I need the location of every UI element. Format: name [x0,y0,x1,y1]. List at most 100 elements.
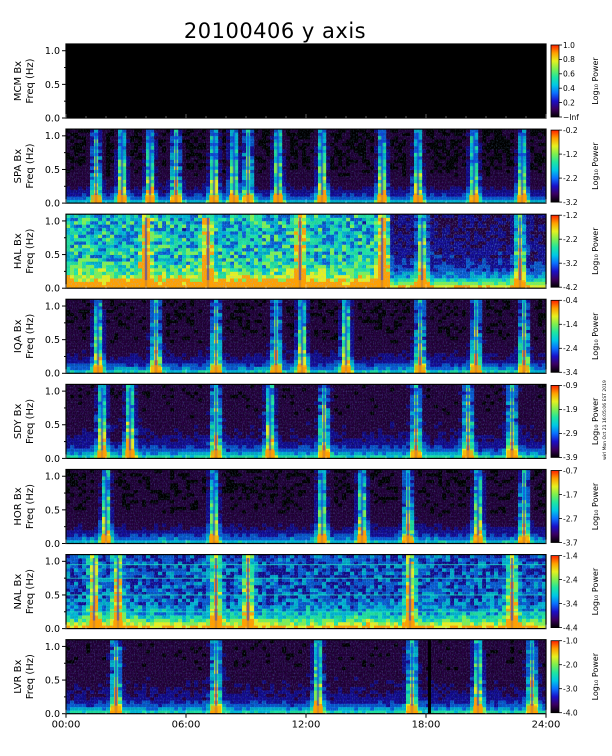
panel-hal: 0.0 0.5 1.0 HAL Bx Freq (Hz) -1.2 -2.2 -3.2 -4.2… [13,211,600,295]
y-tick-label: 1.0 [45,387,60,398]
colorbar-tick-label: -3.4 [563,368,578,377]
freq-axis-label: Freq (Hz) [25,143,36,188]
colorbar-tick-label: -4.4 [563,623,578,632]
panel-sdy: 0.0 0.5 1.0 SDY Bx Freq (Hz) -0.9 -1.9 -2.9 -3.9… [13,381,600,465]
colorbar [550,555,560,628]
colorbar-tick-label: -1.4 [563,320,578,329]
colorbar-tick-label: 0.2 [563,98,575,107]
station-label: NAL Bx [13,574,24,610]
y-tick-label: 0.0 [45,284,60,295]
station-label: SDY Bx [13,404,24,440]
station-label: HAL Bx [13,233,24,269]
colorbar-tick-label: -4.2 [563,283,578,292]
y-tick-label: 0.5 [45,590,60,601]
y-tick-label: 0.0 [45,539,60,550]
colorbar [550,299,560,373]
panel-iqa: 0.0 0.5 1.0 IQA Bx Freq (Hz) -0.4 -1.4 -2.4 -3.4… [13,296,600,380]
y-tick-label: 0.5 [45,420,60,431]
colorbar-tick-label: 0.6 [563,70,575,79]
colorbar-label: Log₁₀ Power [591,227,600,275]
x-tick-label: 12:00 [292,720,321,731]
colorbar-tick-label: -0.7 [563,466,578,475]
y-tick-label: 0.5 [45,80,60,91]
freq-axis-label: Freq (Hz) [25,569,36,614]
panel-lvr: 0.0 0.5 1.0 LVR Bx Freq (Hz) -1.0 -2.0 -3.0 -4.0… [13,637,600,721]
y-tick-label: 0.0 [45,369,60,380]
colorbar-tick-label: -1.4 [563,551,578,560]
freq-axis-label: Freq (Hz) [25,58,36,103]
colorbar-tick-label: -1.9 [563,405,578,414]
x-tick-label: 24:00 [532,720,561,731]
station-label: MCM Bx [13,61,24,101]
station-label: HOR Bx [13,487,24,525]
y-tick-label: 0.0 [45,199,60,210]
colorbar-tick-label: -2.4 [563,575,578,584]
colorbar-tick-label: -4.0 [563,709,578,718]
freq-axis-label: Freq (Hz) [25,314,36,359]
colorbar-tick-label: 1.0 [563,41,575,50]
colorbar [550,640,560,714]
colorbar-tick-label: -0.2 [563,126,578,135]
station-label: LVR Bx [13,660,24,694]
y-tick-label: 0.0 [45,624,60,635]
colorbar-tick-label: 0.4 [563,84,575,93]
x-axis: 00:00 06:00 12:00 18:00 24:00 [52,713,561,731]
colorbar-label: Log₁₀ Power [591,57,600,105]
colorbar-tick-label: −Inf [563,113,579,122]
station-label: SPA Bx [13,149,24,184]
colorbar-tick-label: -1.7 [563,490,578,499]
y-tick-label: 1.0 [45,642,60,653]
freq-axis-label: Freq (Hz) [25,484,36,529]
colorbar-tick-label: -3.2 [563,198,578,207]
timestamp-stamp: wirl Mon Oct 21 16:05:06 EST 2019 [602,380,608,460]
colorbar-tick-label: -3.0 [563,685,578,694]
panel-spa: 0.0 0.5 1.0 SPA Bx Freq (Hz) -0.2 -1.2 -2.2 -3.2… [13,126,600,210]
colorbar-label: Log₁₀ Power [591,397,600,445]
x-tick-label: 00:00 [52,720,81,731]
colorbar-tick-label: -0.9 [563,381,578,390]
colorbar-tick-label: -2.7 [563,514,578,523]
spectrogram-image [66,639,546,714]
freq-axis-label: Freq (Hz) [25,229,36,274]
y-tick-label: 0.0 [45,113,60,124]
freq-axis-label: Freq (Hz) [25,654,36,699]
colorbar-label: Log₁₀ Power [591,482,600,530]
colorbar-tick-label: -1.2 [563,150,578,159]
x-tick-label: 06:00 [172,720,201,731]
chart-title: 20100406 y axis [184,19,366,43]
spectrogram-image [66,214,546,289]
y-tick-label: 1.0 [45,557,60,568]
y-tick-label: 1.0 [45,472,60,483]
freq-axis-label: Freq (Hz) [25,399,36,444]
y-tick-label: 0.0 [45,709,60,720]
colorbar [550,129,560,203]
x-tick-label: 18:00 [412,720,441,731]
panel-hor: 0.0 0.5 1.0 HOR Bx Freq (Hz) -0.7 -1.7 -2.7 -3.7… [13,466,600,550]
colorbar-tick-label: -1.2 [563,211,578,220]
colorbar-tick-label: 0.8 [563,55,575,64]
colorbar-label: Log₁₀ Power [591,652,600,700]
colorbar-tick-label: -2.0 [563,661,578,670]
colorbar-tick-label: -2.4 [563,344,578,353]
colorbar-tick-label: -3.9 [563,453,578,462]
y-tick-label: 0.0 [45,454,60,465]
colorbar [550,384,560,458]
colorbar-label: Log₁₀ Power [591,567,600,615]
station-label: IQA Bx [13,319,24,353]
colorbar-tick-label: -3.2 [563,259,578,268]
colorbar-tick-label: -3.4 [563,599,578,608]
colorbar [550,214,560,288]
y-tick-label: 0.5 [45,675,60,686]
colorbar-tick-label: -3.7 [563,538,578,547]
spectrogram-image [66,129,546,204]
y-tick-label: 0.5 [45,165,60,176]
y-tick-label: 0.5 [45,505,60,516]
colorbar-tick-label: -2.2 [563,174,578,183]
y-tick-label: 0.5 [45,335,60,346]
spectrogram-image [66,469,546,544]
colorbar-tick-label: -2.9 [563,429,578,438]
spectrogram-image [66,384,546,459]
y-tick-label: 1.0 [45,216,60,227]
colorbar-label: Log₁₀ Power [591,142,600,190]
